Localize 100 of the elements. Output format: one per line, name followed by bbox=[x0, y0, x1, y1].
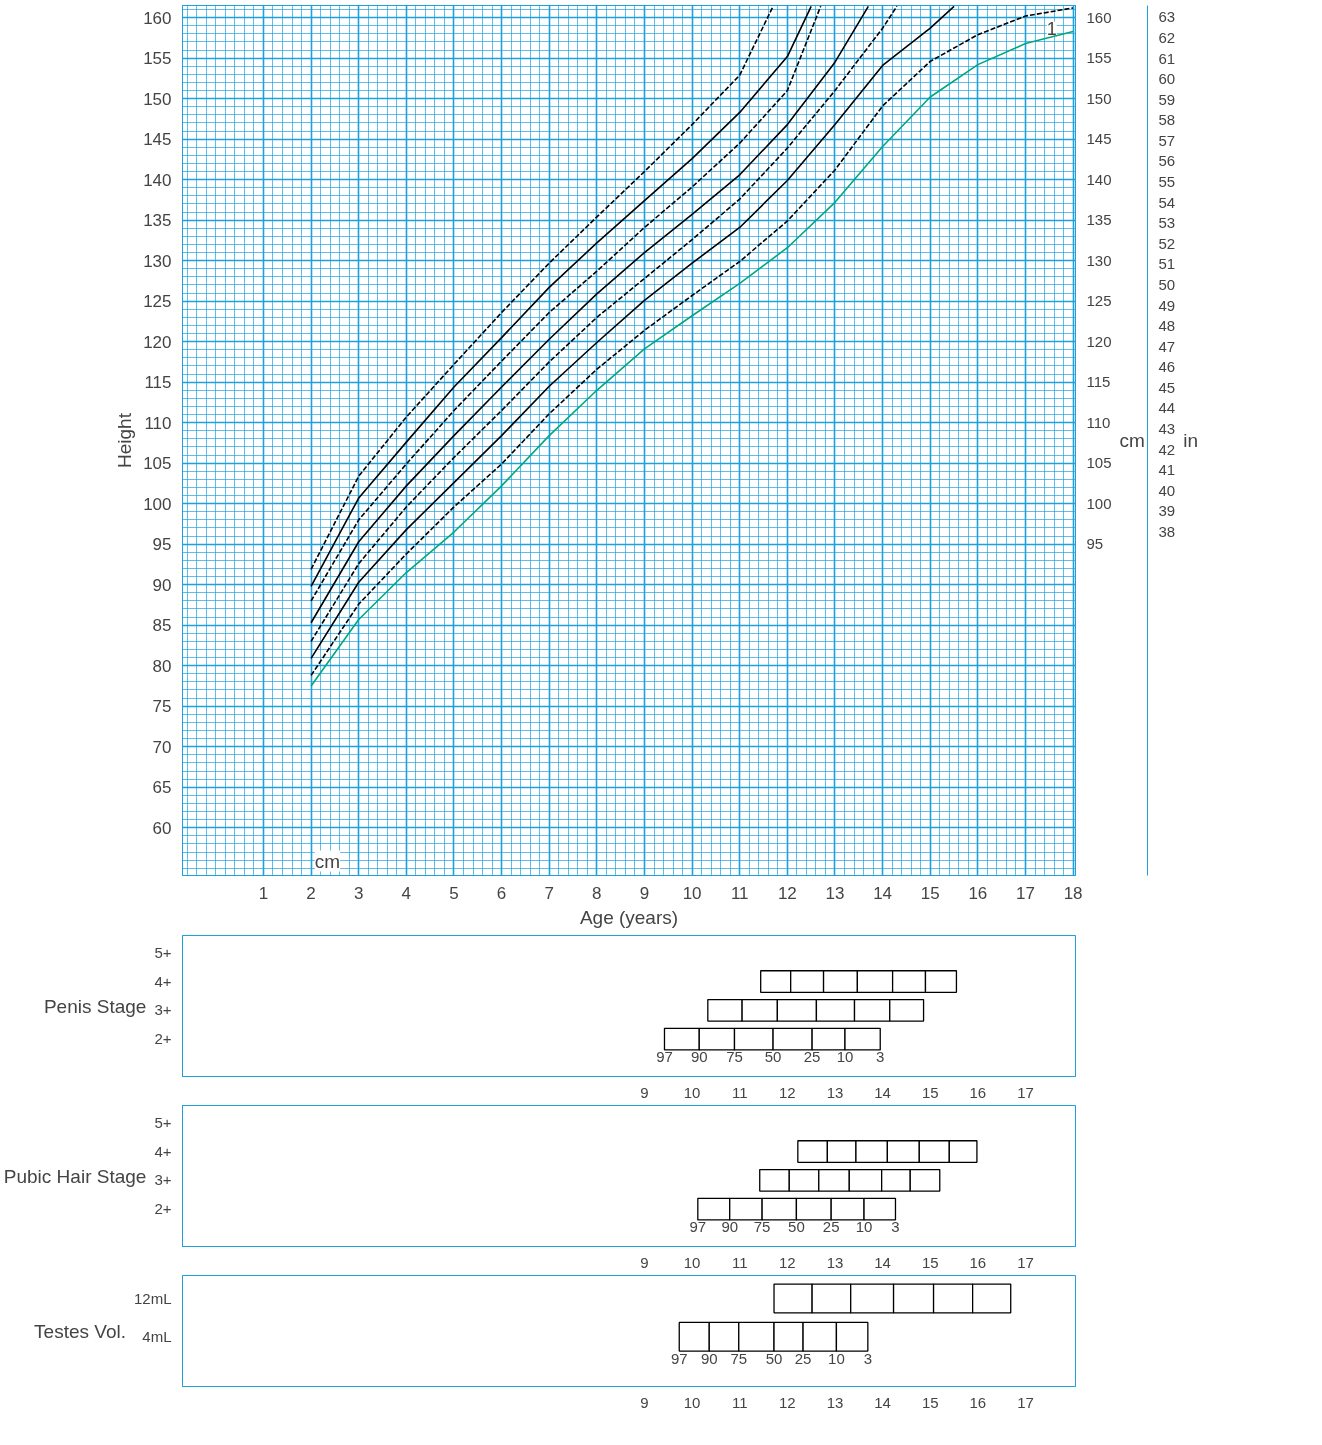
y2-tick-label: 130 bbox=[1086, 251, 1112, 269]
y-tick-label: 130 bbox=[143, 251, 172, 271]
x-tick-label: 17 bbox=[1017, 1253, 1034, 1271]
x-tick-label: 14 bbox=[874, 1393, 891, 1411]
annotation: 97 bbox=[656, 1048, 673, 1066]
x-tick-label: 10 bbox=[682, 883, 702, 903]
annotation: 75 bbox=[730, 1349, 748, 1367]
y-tick-label: 160 bbox=[143, 8, 172, 28]
x-tick-label: 17 bbox=[1017, 1393, 1034, 1411]
x-tick-label: 9 bbox=[640, 1083, 649, 1101]
y-tick-label: 2+ bbox=[154, 1200, 172, 1218]
x-tick-label: 17 bbox=[1017, 1083, 1034, 1101]
y3-tick-label: 41 bbox=[1158, 461, 1176, 479]
y2-tick-label: 95 bbox=[1086, 535, 1104, 553]
y3-axis-title: in bbox=[1183, 430, 1198, 451]
y3-tick-label: 50 bbox=[1158, 275, 1176, 293]
x-tick-label: 6 bbox=[496, 883, 507, 903]
x-tick-label: 16 bbox=[969, 1253, 987, 1271]
y3-tick-label: 57 bbox=[1158, 131, 1176, 149]
x-tick-label: 15 bbox=[921, 1253, 939, 1271]
y-tick-label: 3+ bbox=[154, 1171, 172, 1189]
annotation: 50 bbox=[764, 1048, 782, 1066]
y-tick-label: 65 bbox=[152, 778, 172, 798]
x-tick-label: 15 bbox=[921, 1083, 939, 1101]
annotation: 75 bbox=[726, 1048, 743, 1066]
y2-axis-title: cm bbox=[1119, 430, 1145, 451]
annotation: 1 bbox=[1046, 18, 1057, 39]
y-tick-label: 4+ bbox=[154, 1142, 172, 1160]
y-tick-label: 145 bbox=[143, 130, 172, 150]
annotation: cm bbox=[314, 850, 341, 872]
x-tick-label: 15 bbox=[921, 1393, 939, 1411]
y2-tick-label: 145 bbox=[1086, 130, 1112, 148]
y-tick-label: 85 bbox=[152, 616, 172, 636]
x-tick-label: 18 bbox=[1063, 883, 1083, 903]
y3-tick-label: 63 bbox=[1158, 8, 1176, 26]
x-tick-label: 9 bbox=[640, 1253, 649, 1271]
y-tick-label: 105 bbox=[143, 454, 172, 474]
y-axis-title: Pubic Hair Stage bbox=[3, 1165, 147, 1187]
y3-tick-label: 53 bbox=[1158, 214, 1176, 232]
x-tick-label: 4 bbox=[401, 883, 412, 903]
annotation: 10 bbox=[828, 1349, 845, 1367]
y-tick-label: 140 bbox=[143, 170, 172, 190]
y2-tick-label: 160 bbox=[1086, 8, 1112, 26]
y3-tick-label: 56 bbox=[1158, 152, 1176, 170]
y2-tick-label: 155 bbox=[1086, 49, 1112, 67]
y-tick-label: 60 bbox=[152, 818, 172, 838]
y-tick-label: 110 bbox=[144, 413, 172, 433]
x-tick-label: 10 bbox=[683, 1393, 701, 1411]
annotation: 25 bbox=[803, 1048, 821, 1066]
y3-tick-label: 42 bbox=[1158, 440, 1176, 458]
y2-tick-label: 135 bbox=[1086, 211, 1112, 229]
y3-tick-label: 55 bbox=[1158, 173, 1176, 191]
y3-tick-label: 60 bbox=[1158, 70, 1176, 88]
x-tick-label: 11 bbox=[731, 1393, 748, 1411]
y3-tick-label: 62 bbox=[1158, 29, 1176, 47]
y3-tick-label: 47 bbox=[1158, 337, 1176, 355]
annotation: 3 bbox=[891, 1218, 900, 1236]
x-tick-label: 16 bbox=[969, 1393, 987, 1411]
x-tick-label: 16 bbox=[969, 1083, 987, 1101]
x-tick-label: 11 bbox=[731, 1253, 748, 1271]
y-tick-label: 4+ bbox=[154, 972, 172, 990]
x-tick-label: 10 bbox=[683, 1253, 701, 1271]
annotation: 75 bbox=[753, 1218, 771, 1236]
y3-tick-label: 45 bbox=[1158, 378, 1176, 396]
y2-tick-label: 110 bbox=[1086, 413, 1111, 431]
y-tick-label: 90 bbox=[152, 575, 172, 595]
annotation: 97 bbox=[670, 1349, 688, 1367]
y-tick-label: 125 bbox=[143, 292, 172, 312]
y3-tick-label: 46 bbox=[1158, 358, 1176, 376]
x-tick-label: 3 bbox=[353, 883, 364, 903]
y-tick-label: 95 bbox=[152, 535, 172, 555]
x-tick-label: 9 bbox=[640, 1393, 649, 1411]
y-tick-label: 80 bbox=[152, 656, 172, 676]
y3-tick-label: 51 bbox=[1158, 255, 1176, 273]
y3-tick-label: 40 bbox=[1158, 481, 1176, 499]
y2-tick-label: 140 bbox=[1086, 170, 1112, 188]
x-tick-label: 9 bbox=[639, 883, 650, 903]
y3-tick-label: 38 bbox=[1158, 522, 1176, 540]
y3-tick-label: 43 bbox=[1158, 419, 1176, 437]
x-tick-label: 1 bbox=[258, 883, 269, 903]
y-tick-label: 3+ bbox=[154, 1001, 172, 1019]
annotation: 90 bbox=[690, 1048, 708, 1066]
y3-tick-label: 52 bbox=[1158, 234, 1176, 252]
y-tick-label: 75 bbox=[152, 697, 172, 717]
annotation: 50 bbox=[765, 1349, 783, 1367]
y-tick-label: 150 bbox=[143, 89, 172, 109]
y-tick-label: 4mL bbox=[142, 1328, 172, 1346]
y2-tick-label: 120 bbox=[1086, 332, 1112, 350]
y2-tick-label: 105 bbox=[1086, 454, 1112, 472]
x-tick-label: 16 bbox=[968, 883, 988, 903]
x-tick-label: 11 bbox=[730, 883, 749, 903]
annotation: 25 bbox=[794, 1349, 812, 1367]
x-tick-label: 5 bbox=[449, 883, 459, 903]
y-axis-title: Penis Stage bbox=[43, 995, 147, 1017]
y-tick-label: 70 bbox=[152, 737, 172, 757]
x-tick-label: 14 bbox=[873, 883, 893, 903]
y2-tick-label: 150 bbox=[1086, 89, 1112, 107]
y2-tick-label: 100 bbox=[1086, 494, 1112, 512]
y-tick-label: 100 bbox=[143, 494, 172, 514]
x-tick-label: 14 bbox=[874, 1253, 891, 1271]
